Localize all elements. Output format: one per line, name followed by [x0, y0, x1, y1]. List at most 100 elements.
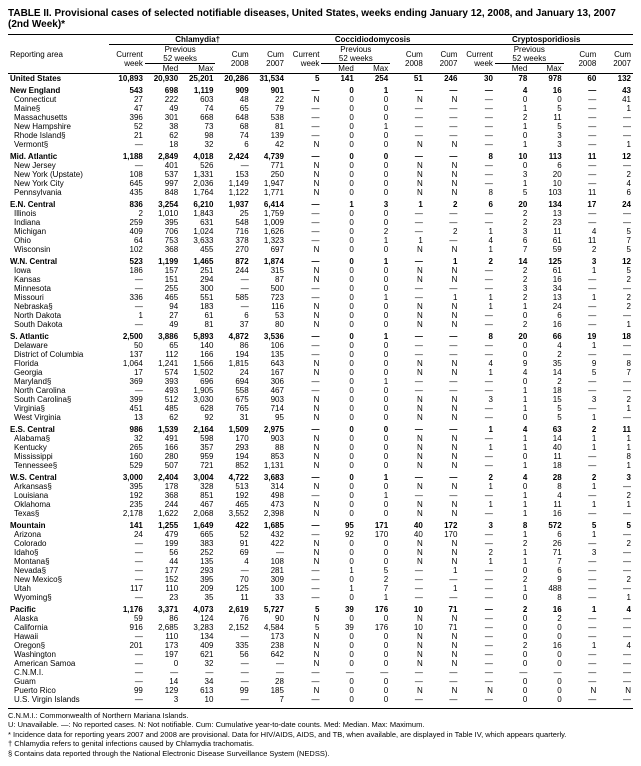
cell: 1,622: [145, 509, 180, 518]
cell: 1: [459, 245, 494, 254]
cell: 0: [321, 350, 355, 359]
cell: 153: [215, 170, 250, 179]
cell: N: [286, 359, 321, 368]
cell: 0: [495, 161, 529, 170]
cell: 1,566: [180, 359, 215, 368]
cell: 0: [321, 593, 355, 602]
cell: 8: [459, 329, 494, 341]
cell: 61: [529, 266, 563, 275]
cell: 176: [356, 623, 390, 632]
cell: 5: [529, 404, 563, 413]
cell: New Mexico§: [8, 575, 109, 584]
cell: 5: [529, 413, 563, 422]
cell: 598: [180, 434, 215, 443]
cell: 7: [598, 236, 633, 245]
cell: 2: [495, 293, 529, 302]
cell: 1: [495, 140, 529, 149]
cell: 24: [529, 302, 563, 311]
cell: 1,323: [251, 236, 286, 245]
cell: 5: [598, 266, 633, 275]
cell: 0: [321, 470, 355, 482]
cell: —: [390, 209, 425, 218]
cell: 0: [321, 329, 355, 341]
cell: N: [425, 452, 460, 461]
cell: 872: [215, 254, 250, 266]
cell: 1: [564, 413, 599, 422]
cell: 0: [321, 659, 355, 668]
cell: 479: [145, 530, 180, 539]
cell: —: [390, 575, 425, 584]
cell: Pacific: [8, 602, 109, 614]
cell: Wisconsin: [8, 245, 109, 254]
cell: N: [390, 311, 425, 320]
cell: 1: [495, 557, 529, 566]
cell: —: [598, 632, 633, 641]
cell: 306: [251, 377, 286, 386]
cell: 0: [321, 614, 355, 623]
cell: 1: [425, 584, 460, 593]
cell: 0: [321, 311, 355, 320]
col-cum2008: Cum2008: [564, 45, 599, 74]
cell: N: [425, 632, 460, 641]
cell: 2: [425, 227, 460, 236]
cell: —: [564, 461, 599, 470]
cell: 20: [495, 197, 529, 209]
cell: 170: [425, 530, 460, 539]
cell: —: [598, 284, 633, 293]
cell: 3,004: [180, 470, 215, 482]
cell: 631: [180, 218, 215, 227]
cell: 543: [109, 83, 144, 95]
cell: —: [564, 566, 599, 575]
cell: N: [286, 275, 321, 284]
table-body: United States10,89320,93025,20120,28631,…: [8, 74, 633, 705]
cell: 135: [180, 557, 215, 566]
cell: 293: [180, 566, 215, 575]
cell: Colorado: [8, 539, 109, 548]
cell: —: [598, 113, 633, 122]
cell: 1: [459, 368, 494, 377]
cell: 35: [180, 593, 215, 602]
cell: 0: [495, 659, 529, 668]
cell: —: [286, 386, 321, 395]
cell: —: [109, 140, 144, 149]
cell: 6: [598, 188, 633, 197]
cell: 0: [356, 359, 390, 368]
cell: N: [286, 320, 321, 329]
cell: 1: [495, 491, 529, 500]
cell: N: [286, 443, 321, 452]
cell: N: [286, 404, 321, 413]
cell: South Carolina§: [8, 395, 109, 404]
cell: 903: [251, 434, 286, 443]
cell: —: [598, 659, 633, 668]
cell: 14: [145, 677, 180, 686]
cell: —: [564, 140, 599, 149]
cell: 0: [529, 650, 563, 659]
cell: —: [425, 695, 460, 704]
cell: 409: [180, 641, 215, 650]
cell: 1,176: [109, 602, 144, 614]
cell: 613: [180, 686, 215, 695]
cell: 246: [425, 74, 460, 84]
cell: —: [459, 614, 494, 623]
cell: 5: [564, 518, 599, 530]
cell: —: [564, 131, 599, 140]
cell: 0: [495, 614, 529, 623]
cell: 395: [109, 482, 144, 491]
cell: —: [286, 566, 321, 575]
cell: 1: [425, 293, 460, 302]
cell: 0: [321, 341, 355, 350]
cell: N: [425, 170, 460, 179]
cell: 0: [321, 131, 355, 140]
cell: 90: [251, 614, 286, 623]
table-row: New Mexico§—15239570309—02———29—2: [8, 575, 633, 584]
cell: 254: [356, 74, 390, 84]
cell: N: [425, 140, 460, 149]
cell: 1,947: [251, 179, 286, 188]
cell: 6: [215, 311, 250, 320]
cell: —: [390, 218, 425, 227]
cell: Mississippi: [8, 452, 109, 461]
cell: 172: [425, 518, 460, 530]
cell: 2,404: [145, 470, 180, 482]
cell: 1,009: [251, 218, 286, 227]
footnote-line: † Chlamydia refers to genital infections…: [8, 739, 633, 748]
